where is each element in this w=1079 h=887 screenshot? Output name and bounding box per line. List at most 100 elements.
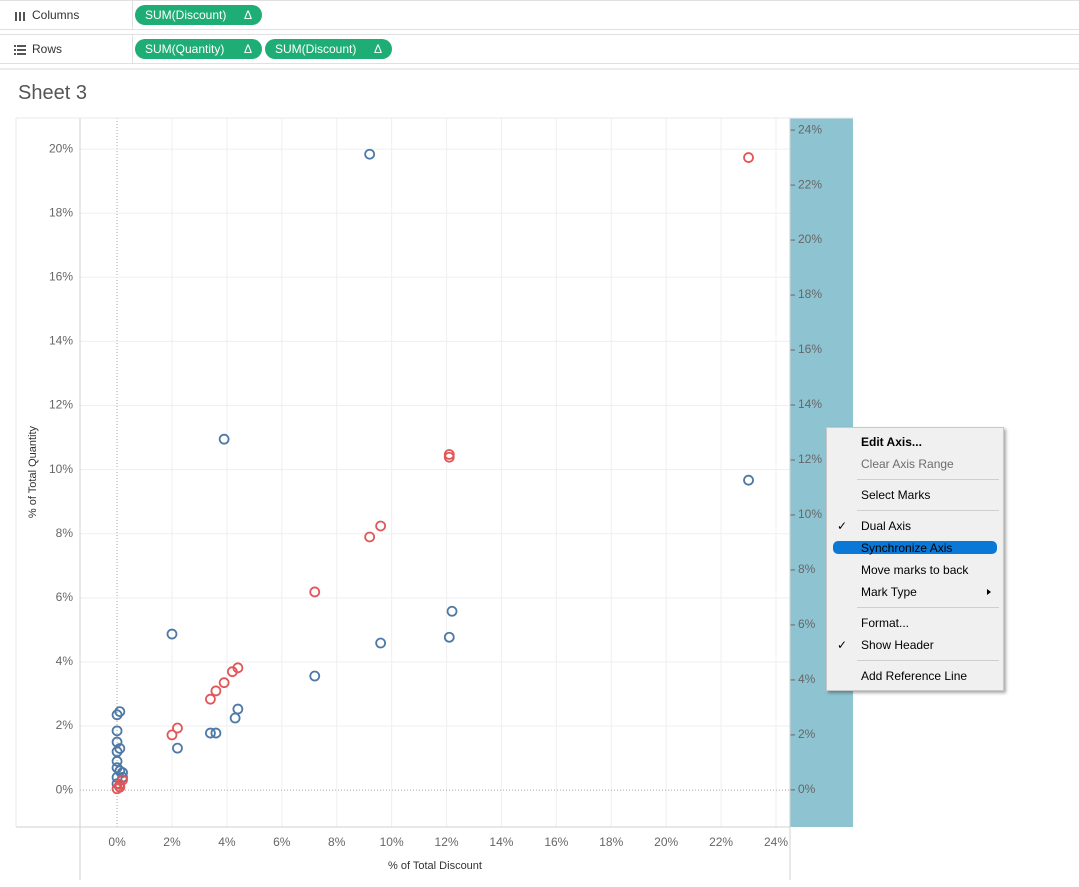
menu-label: Clear Axis Range [861, 457, 954, 471]
pill[interactable]: SUM(Discount) Δ [135, 5, 262, 25]
pill-list: SUM(Quantity) Δ SUM(Discount) Δ [135, 39, 392, 59]
shelf-label: Rows [10, 35, 133, 63]
point [364, 148, 376, 160]
point [232, 703, 244, 715]
x-tick-label: 24% [764, 835, 788, 849]
y-tick-label: 18% [49, 205, 73, 219]
point [172, 722, 183, 734]
point [172, 742, 183, 754]
point [309, 670, 321, 682]
point [111, 709, 123, 721]
point [111, 725, 123, 737]
point [375, 637, 387, 649]
menu-item[interactable]: Clear Axis Range [827, 453, 1003, 475]
x-tick-label: 22% [709, 835, 733, 849]
y2-tick-label: 0% [798, 782, 816, 796]
menu-item[interactable]: Add Reference Line [827, 665, 1003, 687]
y-tick-label: 10% [49, 462, 73, 476]
point [226, 666, 238, 678]
y2-tick-label: 22% [798, 177, 822, 191]
x-tick-label: 6% [273, 835, 291, 849]
menu-separator [857, 660, 999, 661]
point [443, 451, 455, 463]
menu-item[interactable]: Edit Axis... [827, 431, 1003, 453]
y2-tick-label: 10% [798, 507, 822, 521]
y-axis-title: % of Total Quantity [27, 425, 39, 518]
pill-list: SUM(Discount) Δ [135, 5, 262, 25]
shelf-name: Columns [32, 8, 80, 22]
x-tick-label: 18% [599, 835, 623, 849]
point [375, 520, 387, 532]
point [743, 152, 754, 163]
menu-item[interactable]: Mark Type [827, 581, 1003, 603]
menu-label: Move marks to back [861, 563, 969, 577]
point [166, 628, 178, 640]
y-tick-label: 2% [56, 718, 74, 732]
shelf-label: Columns [10, 1, 133, 29]
x-tick-label: 2% [163, 835, 181, 849]
y-tick-label: 20% [49, 141, 73, 155]
menu-label: Edit Axis... [861, 435, 922, 449]
y-tick-label: 8% [56, 526, 74, 540]
point [364, 531, 376, 543]
rows-icon [14, 45, 26, 55]
y2-tick-label: 12% [798, 452, 822, 466]
y2-tick-label: 8% [798, 562, 816, 576]
pill[interactable]: SUM(Discount) Δ [265, 39, 392, 59]
submenu-arrow [987, 589, 991, 595]
x-tick-label: 10% [380, 835, 404, 849]
point [218, 433, 230, 445]
pill[interactable]: SUM(Quantity) Δ [135, 39, 262, 59]
menu-item[interactable]: Move marks to back [827, 559, 1003, 581]
y2-tick-label: 6% [798, 617, 816, 631]
menu-item[interactable]: ✓ Dual Axis [827, 515, 1003, 537]
point [114, 781, 126, 793]
y-tick-label: 12% [49, 398, 73, 412]
x-tick-label: 8% [328, 835, 346, 849]
y-tick-label: 14% [49, 334, 73, 348]
point [111, 771, 123, 783]
pill-delta: Δ [373, 42, 382, 56]
x-axis-title: % of Total Discount [388, 860, 482, 872]
point [205, 727, 216, 739]
point [166, 729, 178, 741]
context-menu: Edit Axis... Clear Axis Range Select Marks… [826, 427, 1004, 691]
menu-separator [857, 479, 999, 480]
x-tick-label: 16% [544, 835, 568, 849]
menu-item[interactable]: ✓ Show Header [827, 634, 1003, 656]
x-tick-label: 12% [435, 835, 459, 849]
y2-tick-label: 20% [798, 232, 822, 246]
menu-label: Show Header [861, 638, 934, 652]
menu-item[interactable]: Synchronize Axis [827, 537, 1003, 559]
menu-item[interactable]: Format... [827, 612, 1003, 634]
columns-icon [15, 12, 25, 21]
y-tick-label: 6% [56, 590, 74, 604]
point [446, 605, 458, 617]
rows-shelf: Rows SUM(Quantity) Δ SUM(Discount) Δ [0, 34, 1079, 64]
x-tick-label: 4% [218, 835, 236, 849]
menu-label: Add Reference Line [861, 669, 968, 683]
x-tick-label: 20% [654, 835, 678, 849]
y2-tick-label: 14% [798, 397, 822, 411]
menu-label: Format... [861, 616, 910, 630]
menu-label: Select Marks [861, 488, 931, 502]
columns-shelf: Columns SUM(Discount) Δ [0, 0, 1079, 30]
y-tick-label: 0% [56, 782, 74, 796]
point [205, 693, 216, 705]
menu-item[interactable]: Select Marks [827, 484, 1003, 506]
pill-delta: Δ [243, 8, 252, 22]
point [210, 727, 222, 739]
x-tick-label: 14% [489, 835, 513, 849]
y2-tick-label: 4% [798, 672, 816, 686]
pill-text: SUM(Quantity) [145, 42, 225, 56]
point [210, 685, 222, 697]
sheet-title: Sheet 3 [18, 82, 87, 104]
menu-label: Mark Type [861, 585, 917, 599]
pill-delta: Δ [243, 42, 252, 56]
shelf-name: Rows [32, 42, 63, 56]
y-tick-label: 16% [49, 269, 73, 283]
menu-separator [857, 510, 999, 511]
menu-label: Synchronize Axis [861, 541, 953, 555]
check-mark: ✓ [837, 638, 848, 652]
